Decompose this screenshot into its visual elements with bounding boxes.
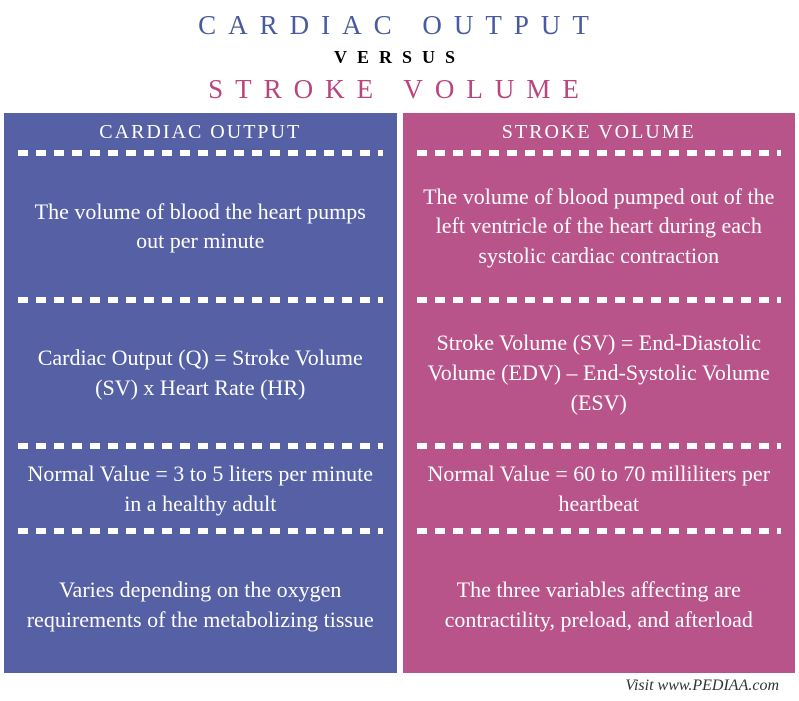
title-left: CARDIAC OUTPUT: [0, 10, 799, 41]
right-row-formula: Stroke Volume (SV) = End-Diastolic Volum…: [403, 305, 796, 442]
footer-credit: Visit www.PEDIAA.com: [0, 673, 799, 701]
left-row-definition: The volume of blood the heart pumps out …: [4, 158, 397, 295]
header: CARDIAC OUTPUT VERSUS STROKE VOLUME: [0, 0, 799, 113]
right-column: STROKE VOLUME The volume of blood pumped…: [403, 113, 796, 673]
divider: [417, 150, 782, 156]
right-row-variation: The three variables affecting are contra…: [403, 536, 796, 673]
divider: [18, 297, 383, 303]
left-row-normal-value: Normal Value = 3 to 5 liters per minute …: [4, 451, 397, 526]
right-row-definition: The volume of blood pumped out of the le…: [403, 158, 796, 295]
divider: [18, 150, 383, 156]
versus-label: VERSUS: [0, 47, 799, 68]
divider: [417, 528, 782, 534]
left-row-formula: Cardiac Output (Q) = Stroke Volume (SV) …: [4, 305, 397, 442]
divider: [417, 297, 782, 303]
right-column-header: STROKE VOLUME: [403, 113, 796, 148]
right-row-normal-value: Normal Value = 60 to 70 milliliters per …: [403, 451, 796, 526]
divider: [18, 528, 383, 534]
comparison-columns: CARDIAC OUTPUT The volume of blood the h…: [0, 113, 799, 673]
left-column-header: CARDIAC OUTPUT: [4, 113, 397, 148]
title-right: STROKE VOLUME: [0, 74, 799, 105]
divider: [18, 443, 383, 449]
divider: [417, 443, 782, 449]
infographic-container: CARDIAC OUTPUT VERSUS STROKE VOLUME CARD…: [0, 0, 799, 701]
left-column: CARDIAC OUTPUT The volume of blood the h…: [4, 113, 397, 673]
left-row-variation: Varies depending on the oxygen requireme…: [4, 536, 397, 673]
